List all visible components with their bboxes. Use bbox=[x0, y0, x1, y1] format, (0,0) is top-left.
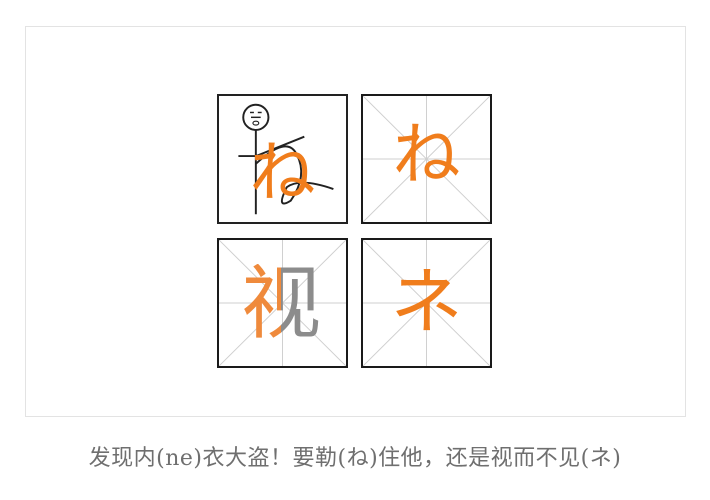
practice-grid bbox=[363, 240, 490, 366]
practice-cell-kanji: 视视 bbox=[217, 238, 348, 368]
kana-ne-hiragana: ね bbox=[249, 134, 316, 211]
kana-ne-katakana: ネ bbox=[390, 260, 463, 344]
practice-grid bbox=[363, 96, 490, 222]
kana-ne-hiragana: ね bbox=[392, 116, 461, 195]
image-card bbox=[25, 26, 686, 417]
practice-cell-katakana: ネ bbox=[361, 238, 492, 368]
kanji-shi: 视视 bbox=[241, 264, 321, 344]
stick-figure-doodle bbox=[238, 103, 334, 215]
practice-cell-hiragana: ね bbox=[361, 94, 492, 224]
practice-grid bbox=[219, 240, 346, 366]
kanji-remainder: 视 bbox=[241, 257, 321, 350]
kanji-radical-highlight: 视 bbox=[241, 264, 281, 344]
mnemonic-doodle-cell: ね bbox=[217, 94, 348, 224]
image-caption: 发现内(ne)衣大盗！要勒(ね)住他，还是视而不见(ネ) bbox=[88, 446, 622, 471]
